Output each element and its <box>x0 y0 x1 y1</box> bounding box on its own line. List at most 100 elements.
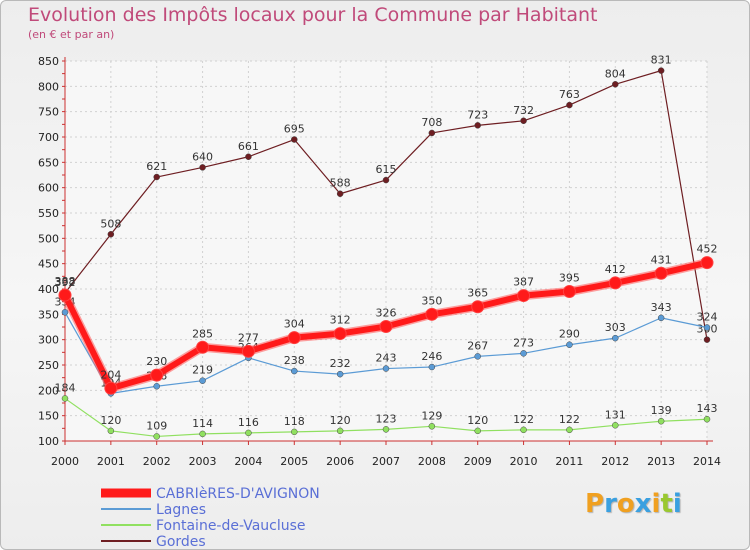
data-label-lagnes: 243 <box>376 352 397 365</box>
data-label-fontaine-de-vaucluse: 114 <box>192 417 213 430</box>
y-tick-label: 700 <box>38 131 59 144</box>
x-tick-label: 2011 <box>555 455 583 468</box>
data-label-lagnes: 246 <box>421 350 442 363</box>
data-point-lagnes <box>703 324 711 331</box>
data-point-fontaine-de-vaucluse <box>245 429 252 437</box>
x-tick-label: 2004 <box>234 455 262 468</box>
data-point-lagnes <box>474 353 481 360</box>
y-tick-label: 750 <box>38 106 59 119</box>
x-tick-label: 2012 <box>601 455 629 468</box>
data-point-gordes <box>245 153 252 161</box>
data-point-lagnes <box>657 314 665 322</box>
legend-label-lagnes: Lagnes <box>156 502 206 518</box>
x-tick-label: 2007 <box>372 455 400 468</box>
x-tick-label: 2000 <box>51 455 79 468</box>
chart-subtitle: (en € et par an) <box>28 28 115 41</box>
data-point-cabri-res-d-avignon <box>333 327 347 341</box>
data-label-lagnes: 324 <box>697 311 718 324</box>
y-tick-label: 500 <box>38 232 59 245</box>
data-label-cabri-res-d-avignon: 304 <box>284 318 305 331</box>
data-point-cabri-res-d-avignon <box>196 340 210 354</box>
data-label-cabri-res-d-avignon: 387 <box>513 276 534 289</box>
logo-letter: P <box>585 489 605 519</box>
data-label-lagnes: 343 <box>651 301 672 314</box>
data-label-lagnes: 219 <box>192 364 213 377</box>
data-label-gordes: 732 <box>513 104 534 117</box>
data-point-fontaine-de-vaucluse <box>153 433 160 440</box>
data-point-lagnes <box>336 370 344 378</box>
data-label-cabri-res-d-avignon: 350 <box>421 294 442 307</box>
y-tick-label: 250 <box>38 359 59 372</box>
data-label-fontaine-de-vaucluse: 123 <box>376 412 397 425</box>
chart-title: Evolution des Impôts locaux pour la Comm… <box>28 4 598 26</box>
data-label-lagnes: 267 <box>467 339 488 352</box>
data-label-fontaine-de-vaucluse: 131 <box>605 408 626 421</box>
data-point-lagnes <box>520 350 527 357</box>
data-label-fontaine-de-vaucluse: 129 <box>421 409 442 422</box>
data-point-lagnes <box>566 341 573 348</box>
data-label-gordes: 723 <box>467 108 488 121</box>
data-point-fontaine-de-vaucluse <box>657 417 665 425</box>
logo-letter: o <box>616 489 635 519</box>
data-label-gordes: 392 <box>55 276 76 289</box>
logo-letter: t <box>660 489 673 519</box>
data-point-cabri-res-d-avignon <box>104 381 118 395</box>
data-point-gordes <box>474 122 481 129</box>
data-label-cabri-res-d-avignon: 326 <box>376 306 397 319</box>
x-tick-label: 2009 <box>464 455 492 468</box>
logo-letter: i <box>672 489 682 519</box>
data-label-gordes: 831 <box>651 54 672 67</box>
data-point-gordes <box>428 129 436 137</box>
x-tick-label: 2003 <box>189 455 217 468</box>
data-label-fontaine-de-vaucluse: 139 <box>651 404 672 417</box>
data-point-gordes <box>153 173 160 181</box>
y-tick-label: 350 <box>38 308 59 321</box>
data-label-lagnes: 303 <box>605 321 626 334</box>
data-point-cabri-res-d-avignon <box>287 331 301 345</box>
data-label-gordes: 621 <box>146 160 167 173</box>
data-label-cabri-res-d-avignon: 285 <box>192 327 213 340</box>
data-point-fontaine-de-vaucluse <box>566 426 573 434</box>
data-point-fontaine-de-vaucluse <box>612 422 619 429</box>
data-point-fontaine-de-vaucluse <box>199 430 206 438</box>
data-point-lagnes <box>153 383 160 390</box>
y-tick-label: 550 <box>38 207 59 220</box>
data-point-gordes <box>657 67 665 74</box>
data-point-lagnes <box>291 367 298 375</box>
x-tick-label: 2002 <box>143 455 171 468</box>
legend-label-fontaine-de-vaucluse: Fontaine-de-Vaucluse <box>156 518 306 534</box>
data-point-cabri-res-d-avignon <box>471 300 485 314</box>
data-point-gordes <box>107 231 115 238</box>
legend-label-cabri-res-d-avignon: CABRIèRES-D'AVIGNON <box>156 486 320 502</box>
x-tick-label: 2010 <box>510 455 538 468</box>
data-point-gordes <box>703 336 711 343</box>
y-tick-label: 450 <box>38 258 59 271</box>
logo-letter: i <box>651 489 661 519</box>
logo-letter: r <box>604 489 617 519</box>
data-point-lagnes <box>612 334 619 342</box>
data-label-fontaine-de-vaucluse: 120 <box>100 414 121 427</box>
data-point-fontaine-de-vaucluse <box>61 395 69 402</box>
y-tick-label: 200 <box>38 384 59 397</box>
logo-letter: x <box>634 489 652 519</box>
data-point-fontaine-de-vaucluse <box>520 426 527 434</box>
data-label-lagnes: 290 <box>559 328 580 341</box>
data-label-cabri-res-d-avignon: 412 <box>605 263 626 276</box>
data-point-cabri-res-d-avignon <box>517 289 531 303</box>
y-tick-label: 400 <box>38 283 59 296</box>
data-point-cabri-res-d-avignon <box>700 256 714 270</box>
data-label-lagnes: 273 <box>513 336 534 349</box>
data-point-gordes <box>612 81 619 88</box>
data-label-gordes: 640 <box>192 150 213 163</box>
data-point-gordes <box>382 176 390 184</box>
data-label-cabri-res-d-avignon: 365 <box>467 287 488 300</box>
y-tick-label: 600 <box>38 182 59 195</box>
data-label-fontaine-de-vaucluse: 120 <box>467 414 488 427</box>
data-point-cabri-res-d-avignon <box>241 344 255 358</box>
y-tick-label: 650 <box>38 156 59 169</box>
proxiti-logo: Proxiti <box>585 489 682 519</box>
data-point-cabri-res-d-avignon <box>379 319 393 333</box>
data-label-gordes: 508 <box>100 217 121 230</box>
y-tick-label: 150 <box>38 410 59 423</box>
